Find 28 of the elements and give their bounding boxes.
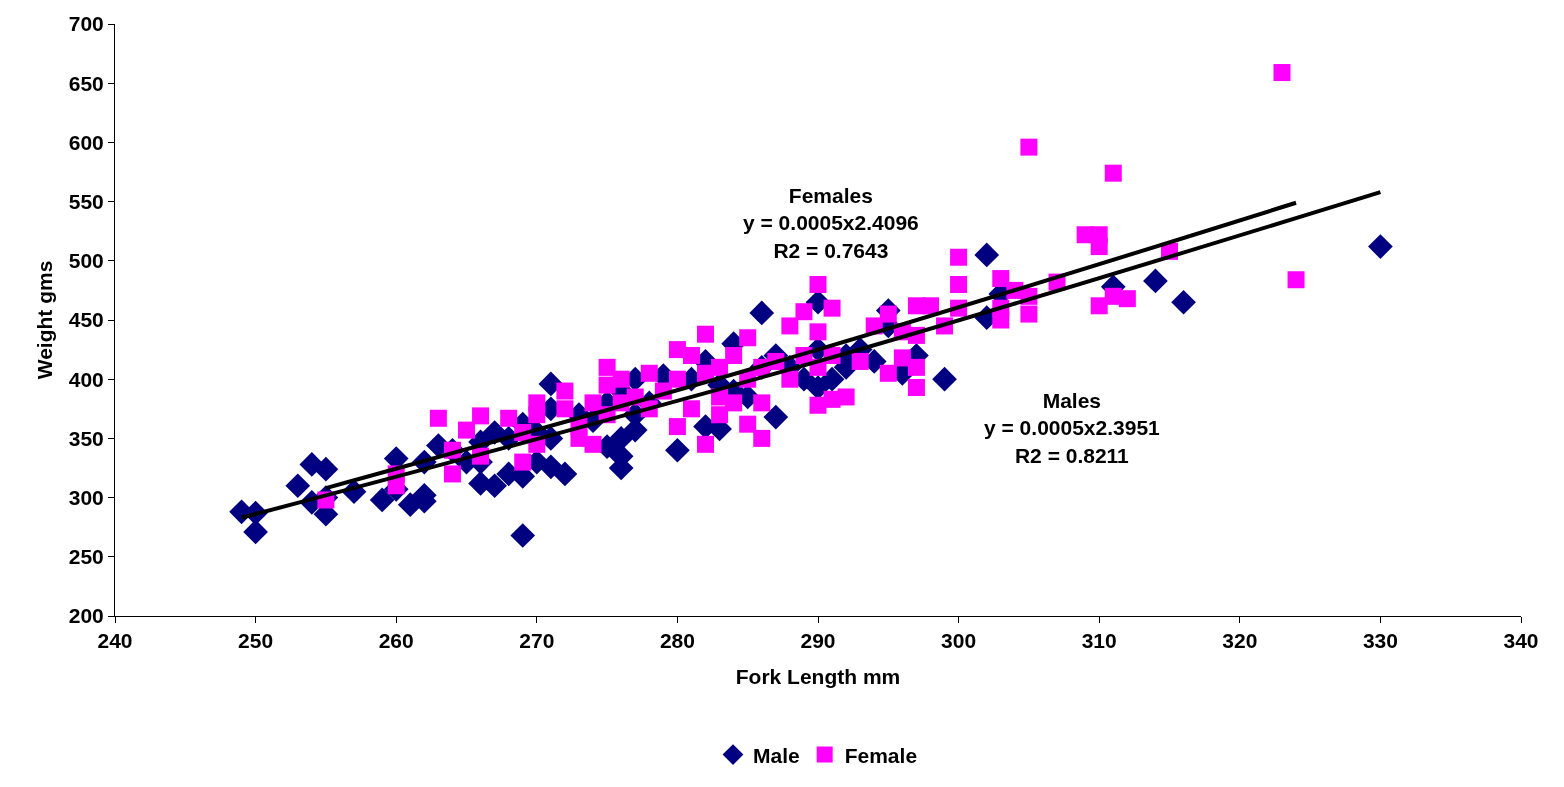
x-tick-label: 280 — [659, 629, 695, 653]
x-tick-label: 300 — [941, 629, 977, 653]
x-tick-label: 330 — [1362, 629, 1398, 653]
y-tick-label: 200 — [68, 604, 104, 628]
x-tick-label: 270 — [519, 629, 555, 653]
x-tick-label: 290 — [800, 629, 836, 653]
y-tick-label: 600 — [68, 130, 104, 154]
y-tick-label: 500 — [68, 249, 104, 273]
legend-label: Female — [844, 743, 918, 767]
y-tick-label: 450 — [68, 308, 104, 332]
y-tick-label: 700 — [68, 12, 104, 36]
y-tick-label: 250 — [68, 545, 104, 569]
x-tick-label: 240 — [97, 629, 133, 653]
legend-label: Male — [753, 743, 800, 767]
annotation: Males y = 0.0005x2.3951 R2 = 0.8211 — [984, 389, 1161, 467]
x-tick-label: 310 — [1081, 629, 1117, 653]
annotation: Females y = 0.0005x2.4096 R2 = 0.7643 — [743, 184, 919, 262]
y-tick-label: 300 — [68, 485, 104, 509]
y-axis-title: Weight gms — [32, 260, 56, 380]
y-tick-label: 350 — [68, 426, 104, 450]
x-tick-label: 250 — [238, 629, 274, 653]
x-axis-title: Fork Length mm — [735, 665, 901, 689]
x-tick-label: 260 — [378, 629, 414, 653]
y-tick-label: 650 — [68, 71, 104, 95]
x-tick-label: 320 — [1222, 629, 1258, 653]
y-tick-label: 550 — [68, 189, 104, 213]
y-tick-label: 400 — [68, 367, 104, 391]
x-tick-label: 340 — [1503, 629, 1539, 653]
